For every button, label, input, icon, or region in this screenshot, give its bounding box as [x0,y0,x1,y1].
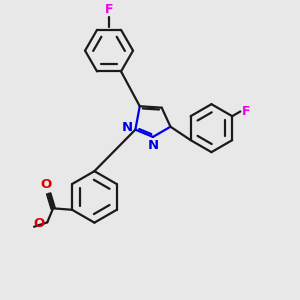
Text: F: F [242,105,250,118]
Text: O: O [33,217,44,230]
Text: N: N [148,139,159,152]
Text: N: N [121,122,132,134]
Text: O: O [40,178,51,191]
Text: F: F [105,2,113,16]
